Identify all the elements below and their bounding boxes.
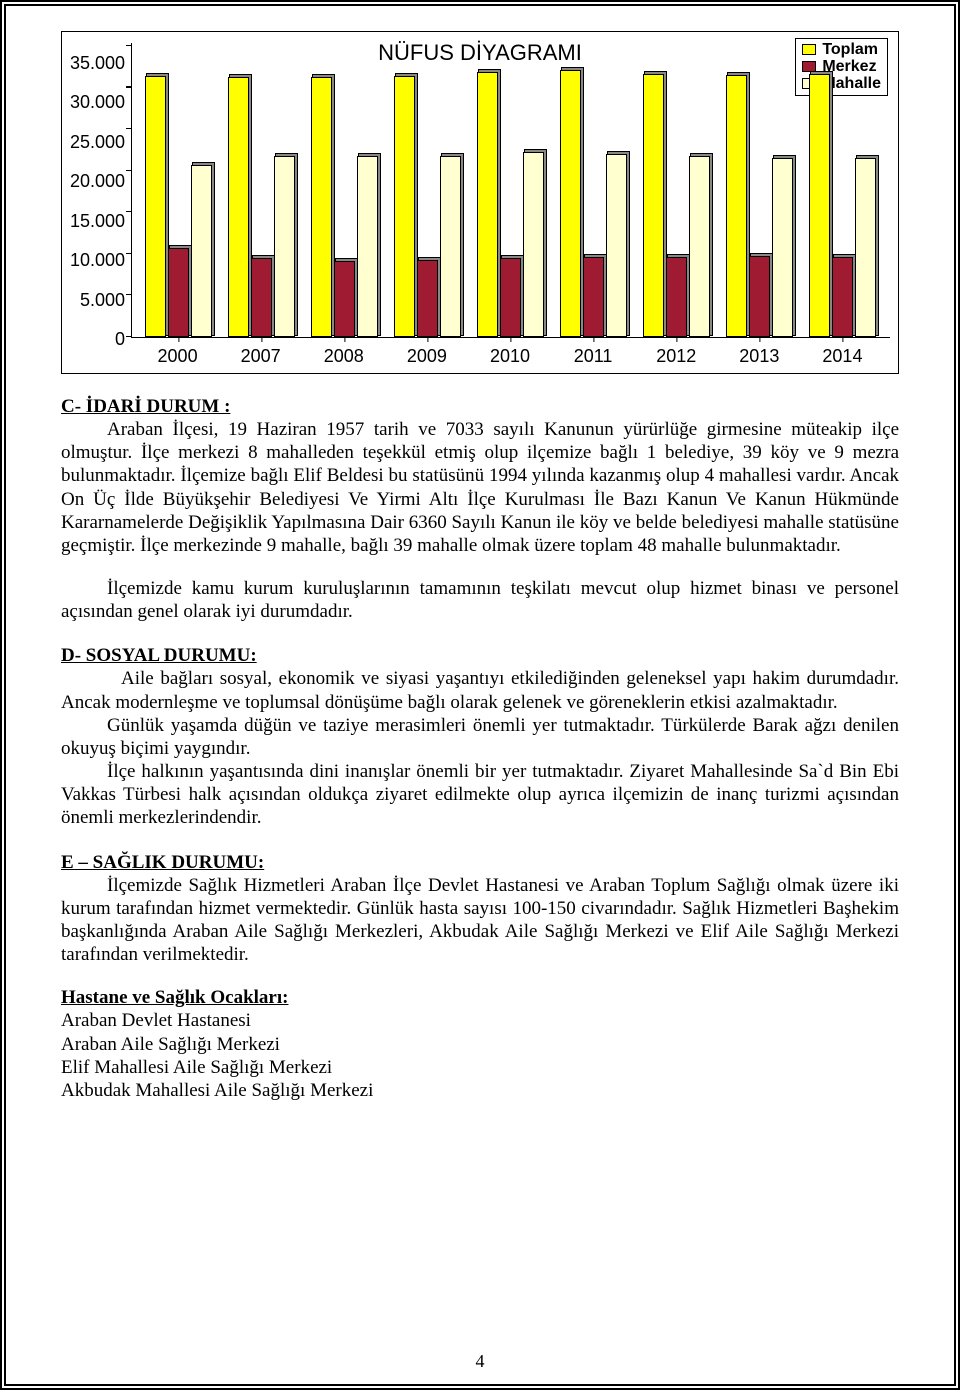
bar xyxy=(855,158,876,337)
y-tick-label: 25.000 xyxy=(70,134,125,150)
health-list: Hastane ve Sağlık Ocakları: Araban Devle… xyxy=(61,986,899,1102)
bar xyxy=(311,77,332,337)
bar xyxy=(500,258,521,337)
x-axis: 200020072008200920102011201220132014 xyxy=(130,338,890,367)
section-d-paragraph-3: İlçe halkının yaşantısında dini inanışla… xyxy=(61,760,899,830)
y-tick-label: 30.000 xyxy=(70,94,125,110)
y-tick-label: 15.000 xyxy=(70,213,125,229)
plot-area: 35.000 30.000 25.000 20.000 15.000 10.000 5.00… xyxy=(70,46,890,338)
health-list-item: Elif Mahallesi Aile Sağlığı Merkezi xyxy=(61,1056,899,1079)
bar xyxy=(191,165,212,337)
bar xyxy=(357,156,378,337)
x-tick-label: 2012 xyxy=(635,346,718,367)
page-number: 4 xyxy=(6,1351,954,1372)
population-chart: NÜFUS DİYAGRAMI Toplam Merkez Mahalle 35… xyxy=(61,31,899,374)
bar xyxy=(689,156,710,337)
x-tick-label: 2010 xyxy=(468,346,551,367)
section-e: E – SAĞLIK DURUMU: İlçemizde Sağlık Hizm… xyxy=(61,852,899,967)
bar-group xyxy=(552,70,635,337)
bar xyxy=(251,258,272,337)
plot xyxy=(131,46,890,338)
bar xyxy=(666,257,687,337)
bar xyxy=(832,257,853,337)
health-list-item: Akbudak Mahallesi Aile Sağlığı Merkezi xyxy=(61,1079,899,1102)
section-d-paragraph-2: Günlük yaşamda düğün ve taziye merasimle… xyxy=(61,714,899,760)
bar xyxy=(417,260,438,337)
y-axis: 35.000 30.000 25.000 20.000 15.000 10.000 5.00… xyxy=(70,46,131,338)
section-e-paragraph: İlçemizde Sağlık Hizmetleri Araban İlçe … xyxy=(61,874,899,967)
section-d: D- SOSYAL DURUMU: Aile bağları sosyal, e… xyxy=(61,645,899,829)
bar xyxy=(643,74,664,337)
section-d-heading: D- SOSYAL DURUMU: xyxy=(61,645,899,667)
bar-group xyxy=(386,76,469,337)
x-tick-label: 2013 xyxy=(718,346,801,367)
x-tick-label: 2011 xyxy=(552,346,635,367)
bar-group xyxy=(220,77,303,337)
bar xyxy=(606,154,627,337)
bar-group xyxy=(718,75,801,337)
section-e-heading: E – SAĞLIK DURUMU: xyxy=(61,852,899,874)
bar xyxy=(228,77,249,337)
bar-group xyxy=(469,72,552,337)
section-c: C- İDARİ DURUM : Araban İlçesi, 19 Hazir… xyxy=(61,396,899,557)
bar-group xyxy=(635,74,718,337)
bar-group xyxy=(801,74,884,337)
bar xyxy=(440,156,461,337)
bar xyxy=(560,70,581,337)
bars-container xyxy=(131,46,890,337)
bar xyxy=(726,75,747,337)
health-list-item: Araban Devlet Hastanesi xyxy=(61,1009,899,1032)
health-list-item: Araban Aile Sağlığı Merkezi xyxy=(61,1033,899,1056)
bar xyxy=(168,248,189,337)
section-c-heading: C- İDARİ DURUM : xyxy=(61,396,899,418)
x-tick-label: 2008 xyxy=(302,346,385,367)
y-tick-label: 35.000 xyxy=(70,55,125,71)
bar xyxy=(772,158,793,337)
x-tick-label: 2014 xyxy=(801,346,884,367)
x-tick-label: 2009 xyxy=(385,346,468,367)
y-tick-label: 5.000 xyxy=(80,292,125,308)
bar xyxy=(145,76,166,337)
bar xyxy=(749,256,770,337)
y-tick-label: 10.000 xyxy=(70,252,125,268)
health-list-heading: Hastane ve Sağlık Ocakları: xyxy=(61,986,899,1009)
bar xyxy=(523,152,544,337)
bar xyxy=(477,72,498,337)
bar xyxy=(809,74,830,337)
section-c-paragraph-2: İlçemizde kamu kurum kuruluşlarının tama… xyxy=(61,577,899,623)
bar-group xyxy=(137,76,220,337)
page: NÜFUS DİYAGRAMI Toplam Merkez Mahalle 35… xyxy=(0,0,960,1390)
bar-group xyxy=(303,77,386,337)
bar xyxy=(274,156,295,337)
x-tick-label: 2000 xyxy=(136,346,219,367)
bar xyxy=(334,261,355,337)
section-d-paragraph-1: Aile bağları sosyal, ekonomik ve siyasi … xyxy=(61,667,899,713)
y-tick-label: 0 xyxy=(115,331,125,347)
y-tick-label: 20.000 xyxy=(70,173,125,189)
bar xyxy=(394,76,415,337)
section-c-paragraph: Araban İlçesi, 19 Haziran 1957 tarih ve … xyxy=(61,418,899,557)
x-tick-label: 2007 xyxy=(219,346,302,367)
bar xyxy=(583,257,604,337)
